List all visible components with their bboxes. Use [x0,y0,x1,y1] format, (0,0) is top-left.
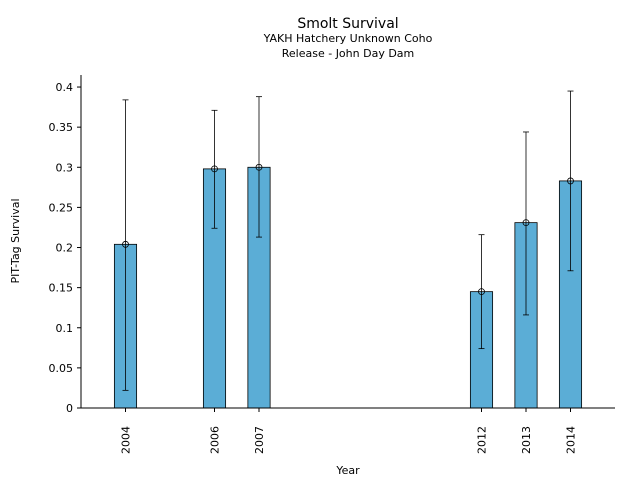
chart-subtitle-2: Release - John Day Dam [282,47,415,60]
y-tick-label: 0.35 [49,121,74,134]
y-axis-label: PIT-Tag Survival [9,198,22,283]
y-tick-label: 0.15 [49,282,74,295]
x-tick-label: 2004 [120,426,133,454]
y-tick-label: 0.4 [56,81,74,94]
y-tick-label: 0.25 [49,201,74,214]
chart-title: Smolt Survival [297,16,398,32]
data-point-marker [478,288,485,296]
x-axis-label: Year [335,464,360,477]
x-tick-label: 2013 [520,426,533,454]
y-tick-label: 0 [66,402,73,415]
y-tick-label: 0.2 [56,242,74,255]
data-point-marker [567,177,574,185]
data-point-marker [522,219,530,227]
x-tick-label: 2007 [253,426,266,454]
y-tick-label: 0.05 [49,362,74,375]
x-tick-label: 2014 [565,426,578,454]
x-tick-label: 2012 [476,426,489,454]
x-tick-label: 2006 [209,426,222,454]
chart-subtitle-1: YAKH Hatchery Unknown Coho [263,32,433,45]
data-point-marker [122,240,129,248]
data-point-marker [211,165,218,173]
y-tick-label: 0.3 [56,161,74,174]
data-point-marker [255,163,263,171]
y-tick-label: 0.1 [56,322,74,335]
